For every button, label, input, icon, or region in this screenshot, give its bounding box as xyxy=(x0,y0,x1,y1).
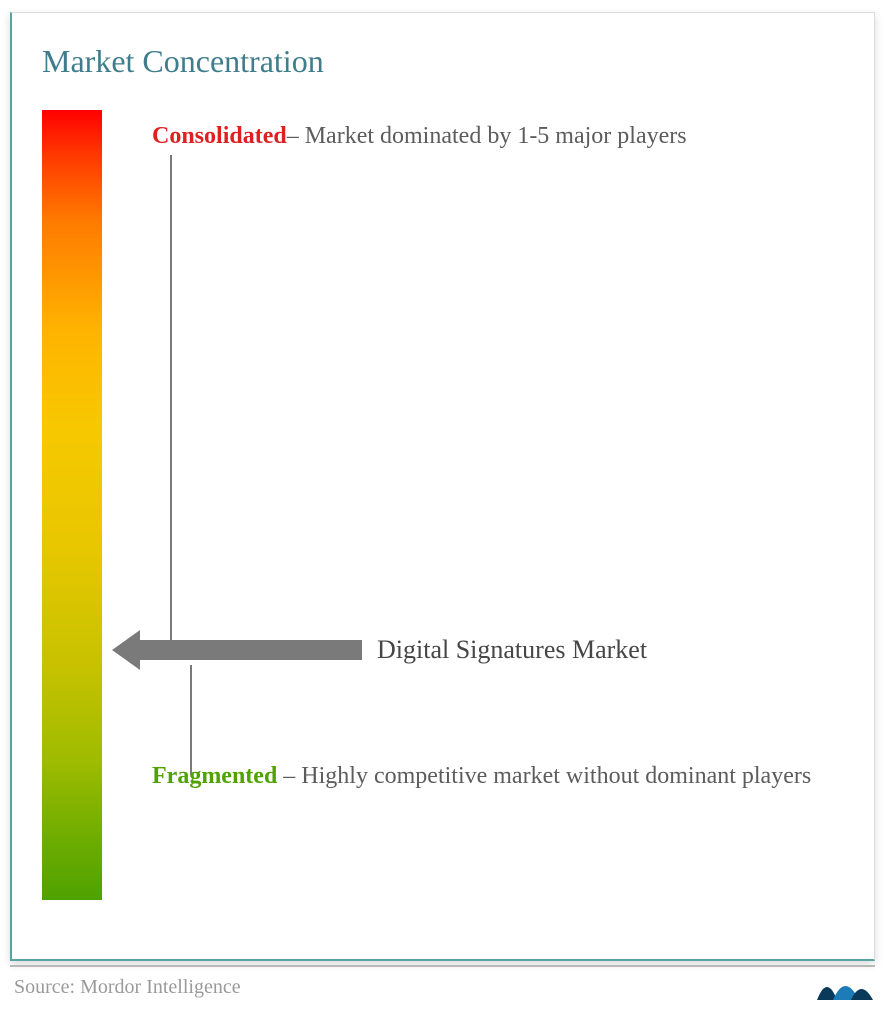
visualization-area: Consolidated– Market dominated by 1-5 ma… xyxy=(42,110,844,900)
source-attribution: Source: Mordor Intelligence xyxy=(10,976,241,999)
footer: Source: Mordor Intelligence xyxy=(10,965,875,1001)
arrow-head-icon xyxy=(112,630,140,670)
arrow-shaft xyxy=(140,640,362,660)
fragmented-text: – Highly competitive market without domi… xyxy=(277,763,811,789)
chart-title: Market Concentration xyxy=(42,43,844,80)
fragmented-description: Fragmented – Highly competitive market w… xyxy=(152,750,844,803)
chart-card: Market Concentration Consolidated– Marke… xyxy=(10,12,875,961)
consolidated-keyword: Consolidated xyxy=(152,123,287,149)
fragmented-keyword: Fragmented xyxy=(152,763,277,789)
market-label: Digital Signatures Market xyxy=(377,635,647,665)
consolidated-description: Consolidated– Market dominated by 1-5 ma… xyxy=(152,110,844,163)
concentration-gradient-bar xyxy=(42,110,102,900)
connector-line-top xyxy=(170,155,172,645)
brand-logo-icon xyxy=(815,972,875,1002)
pointer-arrow xyxy=(112,630,362,670)
consolidated-text: – Market dominated by 1-5 major players xyxy=(287,123,687,149)
